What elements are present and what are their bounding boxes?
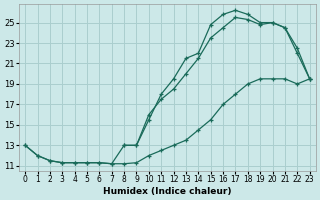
X-axis label: Humidex (Indice chaleur): Humidex (Indice chaleur): [103, 187, 232, 196]
